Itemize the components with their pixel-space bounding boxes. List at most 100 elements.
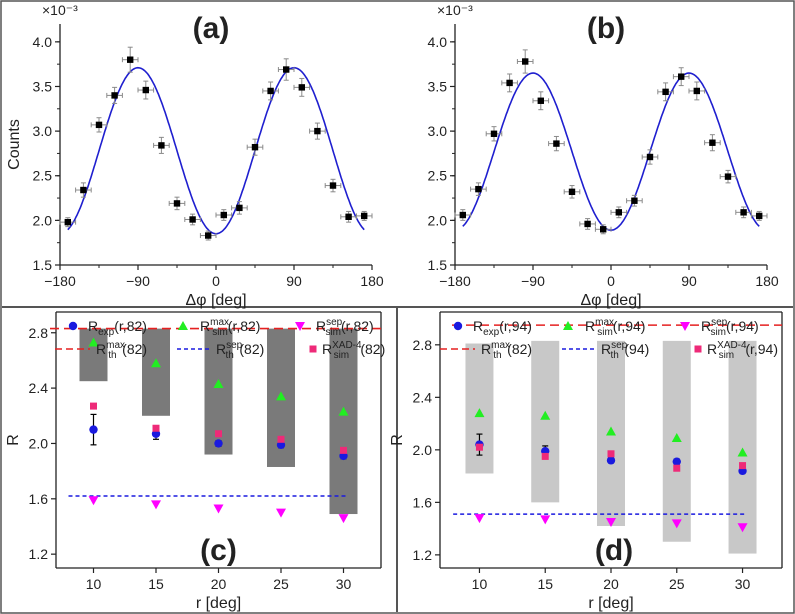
data-point bbox=[199, 230, 217, 241]
x-tick-label: 0 bbox=[212, 273, 220, 289]
range-bar bbox=[329, 328, 358, 515]
data-point bbox=[641, 149, 659, 165]
y-tick-label: 2.8 bbox=[29, 325, 49, 341]
data-point bbox=[90, 117, 108, 133]
legend-sim-sep-marker bbox=[295, 322, 305, 331]
data-marker bbox=[724, 173, 732, 180]
y-tick-label: 2.0 bbox=[29, 435, 49, 451]
axes-d: 10 15 20 25 30 1.2 1.6 2.0 2.4 2.8 r [deg] R bbox=[389, 311, 783, 612]
data-point bbox=[340, 210, 357, 223]
data-marker bbox=[693, 87, 700, 95]
range-bar bbox=[79, 328, 108, 382]
data-marker bbox=[173, 200, 181, 207]
y-tick-label: 1.2 bbox=[413, 547, 433, 563]
x-tick-label: 15 bbox=[148, 576, 164, 592]
x-tick-label: 10 bbox=[472, 576, 488, 592]
legend-sim-max-marker bbox=[178, 321, 188, 330]
y-tick-label: 1.6 bbox=[413, 494, 433, 510]
range-bar bbox=[142, 328, 170, 416]
axes-a: −180 −90 0 90 180 1.5 2.0 2.5 3.0 3.5 4.0 Δφ [deg] C… bbox=[6, 2, 384, 309]
data-marker bbox=[584, 220, 591, 228]
exp-point bbox=[214, 439, 223, 448]
legend-sim-max-marker bbox=[563, 321, 573, 330]
data-point bbox=[688, 81, 706, 101]
sim-max-marker bbox=[338, 406, 349, 416]
y-tick-label: 4.0 bbox=[428, 34, 448, 50]
legend-sim-sep-label: Rsep sim(r,94) bbox=[701, 317, 759, 338]
legend-th-max-label: Rmax th (82) bbox=[96, 340, 147, 361]
y-tick-label: 3.5 bbox=[33, 78, 53, 94]
data-point bbox=[594, 224, 612, 235]
sim-xad-marker bbox=[340, 446, 347, 454]
range-bar bbox=[531, 340, 560, 503]
panel-label: (d) bbox=[595, 534, 633, 567]
sim-max-marker bbox=[276, 391, 286, 401]
y-tick-label: 2.4 bbox=[29, 380, 49, 396]
data-point bbox=[470, 182, 487, 196]
data-marker bbox=[662, 88, 669, 96]
data-point bbox=[532, 91, 550, 111]
x-tick-label: 180 bbox=[755, 273, 779, 289]
y-tick-label: 2.0 bbox=[413, 442, 433, 458]
x-tick-label: 180 bbox=[360, 273, 384, 289]
data-point bbox=[324, 178, 342, 193]
legend-th-max-label: Rmax th (82) bbox=[481, 340, 532, 361]
legend-sim-sep-marker bbox=[680, 322, 690, 331]
x-axis-label: Δφ [deg] bbox=[185, 292, 246, 309]
data-point bbox=[485, 126, 503, 142]
exp-point bbox=[89, 413, 98, 446]
data-marker bbox=[475, 185, 482, 193]
sim-max-marker bbox=[606, 426, 616, 436]
data-point bbox=[719, 169, 737, 184]
y-tick-label: 2.4 bbox=[413, 389, 433, 405]
sim-sep-marker bbox=[474, 514, 485, 524]
data-marker bbox=[267, 87, 274, 95]
data-point bbox=[657, 82, 674, 102]
legend-sim-sep-label: Rsep sim(r,82) bbox=[316, 317, 374, 338]
legend-exp-marker bbox=[453, 321, 463, 331]
y-axis-label: R bbox=[5, 434, 22, 446]
data-marker bbox=[490, 130, 498, 137]
y-tick-label: 2.0 bbox=[33, 212, 53, 228]
x-axis-label: r [deg] bbox=[588, 595, 633, 612]
data-point bbox=[106, 86, 123, 104]
data-marker bbox=[80, 186, 87, 194]
x-tick-label: −90 bbox=[521, 273, 545, 289]
data-marker bbox=[236, 204, 243, 212]
y-tick-label: 1.5 bbox=[428, 257, 448, 273]
legend-sim-xad-label: RXAD-4 sim (r,94) bbox=[707, 340, 778, 361]
legend-exp-label: Rexp(r,94) bbox=[473, 318, 532, 338]
data-marker bbox=[220, 211, 227, 219]
legend-sim-xad-label: RXAD-4 sim (82) bbox=[322, 340, 385, 361]
data-point bbox=[501, 73, 518, 93]
legend-sim-max-label: Rmax sim(r,82) bbox=[200, 317, 260, 338]
data-marker bbox=[205, 232, 212, 239]
y-tick-label: 1.5 bbox=[33, 257, 53, 273]
data-point bbox=[75, 182, 92, 198]
data-point bbox=[293, 77, 311, 97]
data-marker bbox=[600, 226, 607, 233]
y-tick-label: 4.0 bbox=[33, 34, 53, 50]
legend-c: Rexp(r,82) Rmax sim(r,82) Rsep sim(r,82) Rmax… bbox=[55, 317, 385, 361]
legend-th-sep-label: Rsep th (82) bbox=[216, 340, 264, 361]
data-point bbox=[309, 122, 326, 140]
sim-sep-marker bbox=[338, 514, 349, 524]
exp-point bbox=[606, 456, 616, 465]
data-marker bbox=[142, 86, 149, 94]
y-axis-label: Counts bbox=[6, 119, 23, 170]
data-point bbox=[153, 136, 170, 154]
data-point bbox=[672, 67, 690, 87]
data-point bbox=[137, 80, 155, 100]
y-tick-label: 2.5 bbox=[33, 168, 53, 184]
data-marker bbox=[553, 140, 560, 147]
data-marker bbox=[646, 153, 654, 161]
axes-b: −180 −90 0 90 180 1.5 2.0 2.5 3.0 3.5 4.0 Δφ [deg] ×… bbox=[428, 2, 779, 309]
sim-xad-marker bbox=[541, 452, 549, 460]
exp-marker bbox=[672, 457, 681, 466]
sim-xad-marker bbox=[673, 464, 681, 472]
data-marker bbox=[314, 127, 321, 135]
data-marker bbox=[506, 79, 513, 87]
data-point bbox=[59, 217, 77, 228]
data-marker bbox=[158, 142, 165, 149]
